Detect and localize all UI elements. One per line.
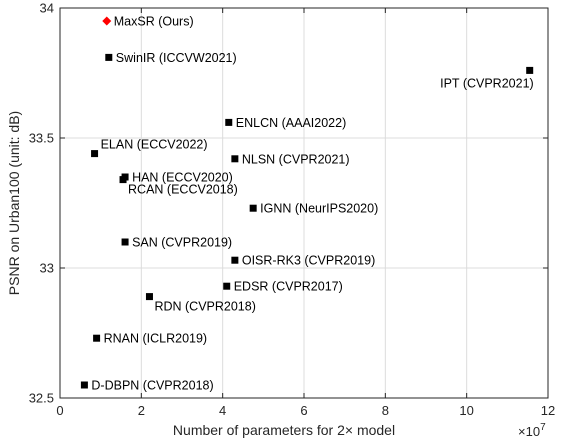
- x-tick-label: 2: [138, 403, 145, 418]
- tick-layer: 0 2 4 6 8 10 12 32.5 33 33.5 34: [29, 1, 556, 419]
- point-oisr-rk3: [231, 256, 239, 264]
- point-label-enlcn: ENLCN (AAAI2022): [236, 116, 346, 130]
- x-axis-exponent: ×107: [518, 422, 546, 439]
- point-label-rnan: RNAN (ICLR2019): [104, 332, 208, 346]
- point-ipt: [526, 66, 534, 74]
- point-label-rdn: RDN (CVPR2018): [154, 300, 255, 314]
- point-san: [121, 238, 129, 246]
- x-tick-label: 4: [219, 403, 226, 418]
- point-label-d-dbpn: D-DBPN (CVPR2018): [91, 379, 213, 393]
- point-rnan: [93, 334, 101, 342]
- point-label-edsr: EDSR (CVPR2017): [234, 280, 343, 294]
- x-exponent-power: 7: [540, 422, 546, 433]
- point-rcan: [119, 176, 127, 184]
- point-label-oisr-rk3: OISR-RK3 (CVPR2019): [242, 254, 375, 268]
- point-maxsr: [102, 16, 112, 26]
- point-swinir: [105, 53, 113, 61]
- x-axis-title: Number of parameters for 2× model: [173, 422, 395, 438]
- x-exponent-base: ×10: [518, 424, 540, 439]
- point-label-nlsn: NLSN (CVPR2021): [242, 152, 350, 166]
- x-tick-label: 12: [541, 403, 555, 418]
- x-tick-label: 0: [56, 403, 63, 418]
- point-edsr: [223, 282, 231, 290]
- point-label-swinir: SwinIR (ICCVW2021): [116, 51, 237, 65]
- point-label-maxsr: MaxSR (Ours): [114, 15, 194, 29]
- point-label-elan: ELAN (ECCV2022): [101, 138, 208, 152]
- point-label-rcan: RCAN (ECCV2018): [128, 183, 238, 197]
- point-enlcn: [225, 118, 233, 126]
- x-tick-label: 10: [459, 403, 473, 418]
- point-label-san: SAN (CVPR2019): [132, 236, 232, 250]
- point-layer: MaxSR (Ours) SwinIR (ICCVW2021) IPT (CVPR2…: [80, 15, 534, 393]
- point-label-ipt: IPT (CVPR2021): [440, 76, 534, 90]
- y-tick-label: 34: [40, 1, 54, 16]
- y-axis-title: PSNR on Urban100 (unit: dB): [6, 111, 22, 295]
- y-tick-label: 33: [40, 261, 54, 276]
- point-rdn: [145, 293, 153, 301]
- point-label-han: HAN (ECCV2020): [132, 171, 233, 185]
- x-tick-label: 6: [300, 403, 307, 418]
- point-ignn: [249, 204, 257, 212]
- y-tick-label: 33.5: [29, 131, 54, 146]
- point-label-ignn: IGNN (NeurIPS2020): [260, 202, 378, 216]
- x-tick-label: 8: [382, 403, 389, 418]
- point-nlsn: [231, 155, 239, 163]
- y-tick-label: 32.5: [29, 391, 54, 406]
- point-d-dbpn: [80, 381, 88, 389]
- grid-layer: [60, 8, 548, 398]
- point-elan: [91, 150, 99, 158]
